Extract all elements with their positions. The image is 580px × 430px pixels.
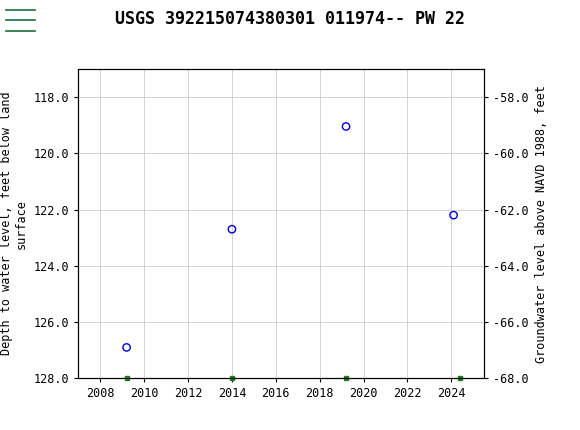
Point: [227, 226, 237, 233]
Text: USGS 392215074380301 011974-- PW 22: USGS 392215074380301 011974-- PW 22: [115, 10, 465, 28]
FancyBboxPatch shape: [5, 3, 37, 37]
Point: [449, 212, 458, 218]
Point: [122, 344, 131, 351]
Point: [342, 123, 351, 130]
Y-axis label: Groundwater level above NAVD 1988, feet: Groundwater level above NAVD 1988, feet: [535, 85, 548, 362]
Text: USGS: USGS: [42, 12, 97, 29]
Y-axis label: Depth to water level, feet below land
surface: Depth to water level, feet below land su…: [0, 92, 28, 356]
